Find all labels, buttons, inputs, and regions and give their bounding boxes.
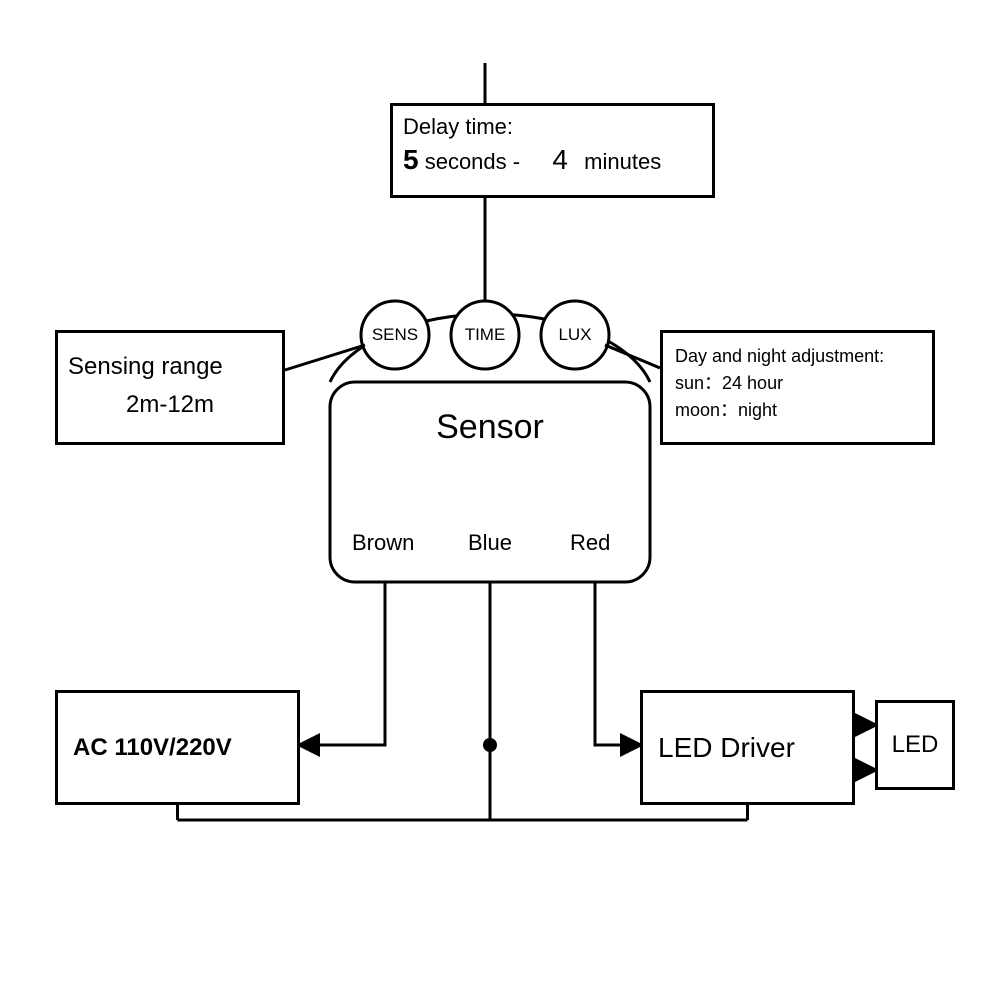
delay-minutes-unit: minutes xyxy=(584,149,661,174)
sensing-line2: 2m-12m xyxy=(68,386,272,424)
time-knob-label: TIME xyxy=(461,325,509,345)
ac-label: AC 110V/220V xyxy=(73,734,232,762)
delay-time-box: Delay time: 5 seconds - 4 minutes xyxy=(390,103,715,198)
delay-line1: Delay time: xyxy=(403,114,702,140)
led-box: LED xyxy=(875,700,955,790)
sensing-range-box: Sensing range 2m-12m xyxy=(55,330,285,445)
wire-blue-label: Blue xyxy=(468,530,512,556)
wire-red-label: Red xyxy=(570,530,610,556)
led-driver-box: LED Driver xyxy=(640,690,855,805)
sensor-title: Sensor xyxy=(330,408,650,447)
lux-line1: Day and night adjustment: xyxy=(675,343,920,370)
lux-knob-label: LUX xyxy=(551,325,599,345)
delay-line2: 5 seconds - 4 minutes xyxy=(403,144,702,176)
sensing-line1: Sensing range xyxy=(68,348,272,386)
sens-knob-label: SENS xyxy=(371,325,419,345)
led-label: LED xyxy=(892,731,939,759)
delay-minutes-val: 4 xyxy=(552,144,568,175)
ac-power-box: AC 110V/220V xyxy=(55,690,300,805)
led-driver-label: LED Driver xyxy=(658,732,795,764)
lux-line2: sun：24 hour xyxy=(675,370,920,397)
delay-seconds-unit: seconds - xyxy=(425,149,520,174)
wire-brown-label: Brown xyxy=(352,530,414,556)
lux-line3: moon：night xyxy=(675,397,920,424)
lux-adjustment-box: Day and night adjustment: sun：24 hour mo… xyxy=(660,330,935,445)
delay-seconds-val: 5 xyxy=(403,144,419,175)
